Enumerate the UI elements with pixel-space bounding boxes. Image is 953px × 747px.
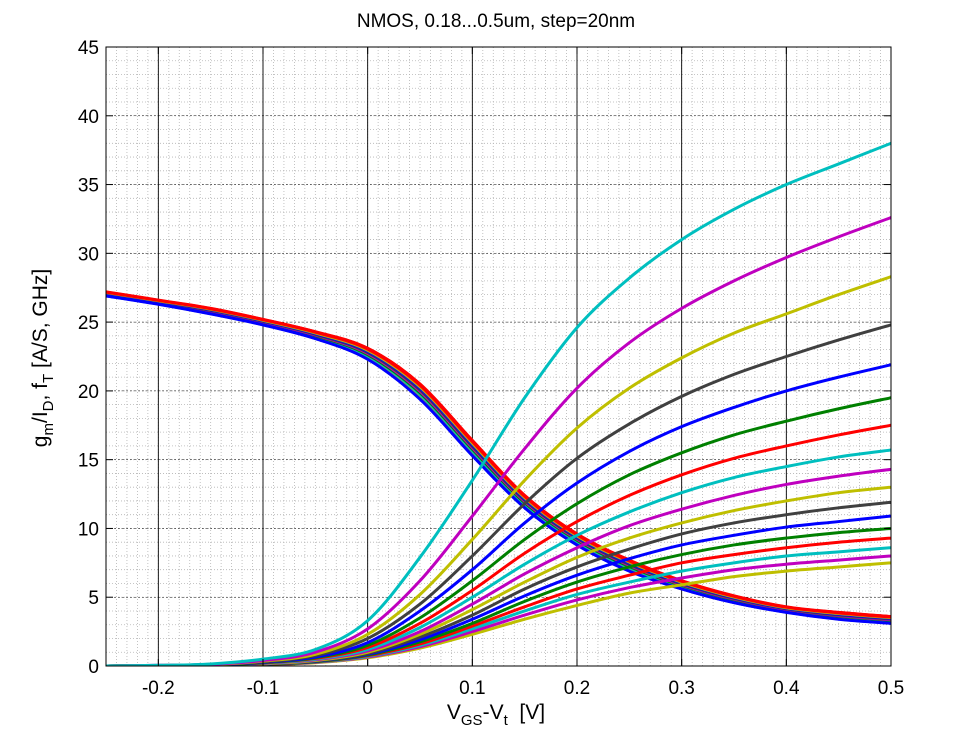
x-tick-label: 0.1 bbox=[459, 678, 485, 699]
y-label-sub-2: D bbox=[40, 400, 57, 411]
gm-id-series-line bbox=[106, 294, 891, 625]
series-layer bbox=[106, 141, 891, 666]
x-label-sub: GS bbox=[461, 712, 483, 729]
y-tick-label: 5 bbox=[88, 588, 99, 609]
x-label-unit: [V] bbox=[508, 701, 545, 724]
y-label-sub: m bbox=[40, 423, 57, 436]
x-tick-label: 0.5 bbox=[878, 678, 904, 699]
x-tick-label: -0.2 bbox=[142, 678, 175, 699]
y-tick-label: 25 bbox=[78, 313, 99, 334]
x-axis-label: VGS-Vt [V] bbox=[447, 701, 545, 729]
x-tick-label: 0.2 bbox=[564, 678, 590, 699]
y-label-main-2: /I bbox=[29, 411, 52, 423]
x-tick-label: 0 bbox=[362, 678, 373, 699]
y-label-unit: [A/S, GHz] bbox=[29, 269, 52, 374]
y-tick-labels: 0 5 10 15 20 25 30 35 40 45 bbox=[78, 38, 99, 678]
chart-title: NMOS, 0.18...0.5um, step=20nm bbox=[357, 11, 635, 32]
y-tick-label: 0 bbox=[88, 657, 99, 678]
tick-marks bbox=[106, 46, 892, 667]
y-tick-label: 40 bbox=[78, 107, 99, 128]
ft-series-line bbox=[106, 141, 891, 666]
x-tick-labels: -0.2 -0.1 0 0.1 0.2 0.3 0.4 0.5 bbox=[142, 678, 904, 699]
y-tick-label: 15 bbox=[78, 451, 99, 472]
x-label-sub-2: t bbox=[504, 712, 509, 729]
y-tick-label: 10 bbox=[78, 519, 99, 540]
y-label-sub-3: T bbox=[40, 374, 57, 383]
y-tick-label: 35 bbox=[78, 176, 99, 197]
x-tick-label: 0.4 bbox=[773, 678, 800, 699]
y-tick-label: 30 bbox=[78, 244, 99, 265]
y-label-main-3: , f bbox=[29, 383, 52, 401]
y-tick-label: 45 bbox=[78, 38, 99, 59]
x-label-main-2: -V bbox=[483, 701, 504, 724]
y-label-main: g bbox=[29, 436, 52, 448]
y-axis-label: gm/ID, fT [A/S, GHz] bbox=[29, 269, 57, 447]
y-tick-label: 20 bbox=[78, 382, 99, 403]
gm-id-series-line bbox=[106, 290, 891, 618]
x-tick-label: 0.3 bbox=[668, 678, 694, 699]
x-label-main: V bbox=[447, 701, 461, 724]
plot-frame bbox=[105, 46, 892, 667]
x-tick-label: -0.1 bbox=[247, 678, 280, 699]
